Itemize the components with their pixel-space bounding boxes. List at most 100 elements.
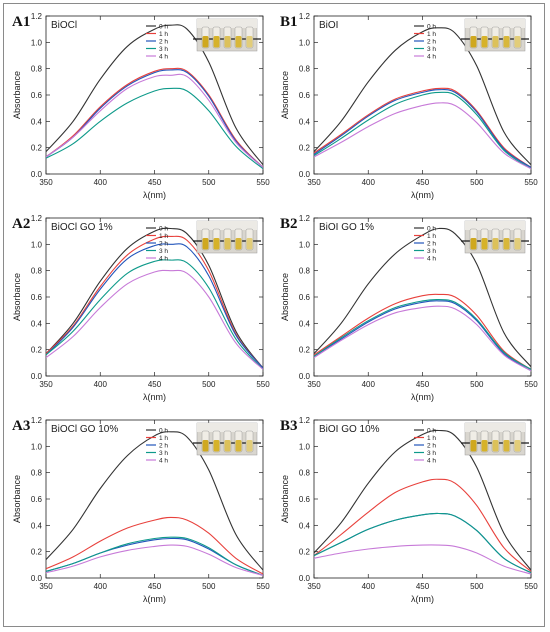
panel-label-b3: B3: [280, 418, 298, 434]
legend-label-b2-3-h: 3 h: [427, 248, 436, 255]
legend-label-a3-4-h: 4 h: [159, 457, 168, 464]
y-tick-label-a3-1: 0.2: [31, 548, 43, 557]
y-tick-label-b1-2: 0.4: [299, 117, 311, 126]
x-axis-title-a2: λ(nm): [143, 392, 166, 402]
legend-label-b2-4-h: 4 h: [427, 255, 436, 262]
panel-b1: 350 400 450 500 550 0.0 0.2 0.4 0.6 0.8 1.0 1.2 λ(nm…: [280, 12, 538, 200]
x-tick-label-b1-2: 450: [416, 178, 430, 187]
x-tick-label-b2-1: 400: [362, 380, 376, 389]
x-axis-title-b2: λ(nm): [411, 392, 434, 402]
panel-label-b2: B2: [280, 216, 298, 232]
y-tick-label-b3-0: 0.0: [299, 574, 311, 583]
y-tick-label-b3-4: 0.8: [299, 469, 311, 478]
series-line-b2-2-h: [314, 300, 531, 372]
y-tick-label-b3-6: 1.2: [299, 416, 311, 425]
x-tick-label-b2-2: 450: [416, 380, 430, 389]
vial-liquid-b3-2: [492, 440, 499, 452]
x-tick-label-b3-2: 450: [416, 582, 430, 591]
x-tick-label-a1-3: 500: [202, 178, 216, 187]
panel-a2: 350 400 450 500 550 0.0 0.2 0.4 0.6 0.8 1.0 1.2 λ(nm…: [12, 214, 270, 402]
y-tick-label-a1-0: 0.0: [31, 170, 43, 179]
series-line-a2-4-h: [46, 269, 263, 370]
photo-top-b1: [465, 19, 525, 28]
legend-label-a1-0-h: 0 h: [159, 23, 168, 30]
series-line-a2-2-h: [46, 243, 263, 369]
panel-a1: 350 400 450 500 550 0.0 0.2 0.4 0.6 0.8 1.0 1.2 λ(nm…: [12, 12, 270, 200]
vial-liquid-a2-2: [224, 238, 231, 250]
series-line-b2-1-h: [314, 293, 531, 370]
y-tick-label-a1-2: 0.4: [31, 117, 43, 126]
series-line-a1-4-h: [46, 73, 263, 168]
panel-title-b1: BiOI: [319, 20, 338, 31]
x-tick-label-b1-1: 400: [362, 178, 376, 187]
y-tick-label-b3-1: 0.2: [299, 548, 311, 557]
y-tick-label-a3-4: 0.8: [31, 469, 43, 478]
series-line-a1-0-h: [46, 24, 263, 166]
x-tick-label-a1-4: 550: [256, 178, 270, 187]
legend-label-a2-1-h: 1 h: [159, 233, 168, 240]
x-tick-label-a3-4: 550: [256, 582, 270, 591]
legend-label-b1-4-h: 4 h: [427, 53, 436, 60]
y-tick-label-b1-3: 0.6: [299, 91, 311, 100]
x-tick-label-b3-1: 400: [362, 582, 376, 591]
x-tick-label-b1-3: 500: [470, 178, 484, 187]
x-tick-label-b2-0: 350: [307, 380, 321, 389]
vial-liquid-b2-3: [503, 238, 510, 250]
x-tick-label-a1-0: 350: [39, 178, 53, 187]
panel-title-a2: BiOCl GO 1%: [51, 222, 113, 233]
vial-liquid-b1-3: [503, 36, 510, 48]
panel-label-a3: A3: [12, 418, 30, 434]
vial-liquid-a1-3: [235, 36, 242, 48]
series-line-a3-1-h: [46, 516, 263, 575]
y-tick-label-b1-5: 1.0: [299, 38, 311, 47]
y-tick-label-a1-3: 0.6: [31, 91, 43, 100]
y-tick-label-b2-6: 1.2: [299, 214, 311, 223]
series-line-a2-1-h: [46, 235, 263, 369]
y-axis-title-b1: Absorbance: [280, 71, 290, 119]
legend-label-b3-0-h: 0 h: [427, 427, 436, 434]
vial-liquid-b2-0: [470, 238, 477, 250]
series-line-b1-4-h: [314, 102, 531, 170]
legend-label-a1-3-h: 3 h: [159, 46, 168, 53]
legend-label-a2-3-h: 3 h: [159, 248, 168, 255]
vials-photo-a3: [193, 422, 261, 456]
vial-liquid-a2-3: [235, 238, 242, 250]
vial-liquid-a1-4: [246, 36, 253, 48]
series-line-b3-0-h: [314, 429, 531, 571]
x-axis-title-b3: λ(nm): [411, 594, 434, 604]
y-tick-label-a1-1: 0.2: [31, 144, 43, 153]
x-axis-title-a3: λ(nm): [143, 594, 166, 604]
series-line-b2-4-h: [314, 305, 531, 372]
legend-label-b3-4-h: 4 h: [427, 457, 436, 464]
legend-label-a2-2-h: 2 h: [159, 240, 168, 247]
vial-liquid-b3-4: [514, 440, 521, 452]
legend-label-a2-4-h: 4 h: [159, 255, 168, 262]
panel-title-a3: BiOCl GO 10%: [51, 424, 118, 435]
vial-liquid-a3-0: [202, 440, 209, 452]
panel-label-a2: A2: [12, 216, 30, 232]
y-tick-label-b2-2: 0.4: [299, 319, 311, 328]
y-tick-label-b3-3: 0.6: [299, 495, 311, 504]
legend-label-a1-1-h: 1 h: [159, 31, 168, 38]
legend-label-a3-1-h: 1 h: [159, 435, 168, 442]
y-tick-label-b1-1: 0.2: [299, 144, 311, 153]
series-line-a1-3-h: [46, 87, 263, 170]
vial-liquid-b1-4: [514, 36, 521, 48]
y-axis-title-a1: Absorbance: [12, 71, 22, 119]
y-tick-label-b2-1: 0.2: [299, 346, 311, 355]
y-tick-label-a1-5: 1.0: [31, 38, 43, 47]
figure-frame: [3, 3, 545, 627]
vial-liquid-a2-1: [213, 238, 220, 250]
vial-liquid-b1-2: [492, 36, 499, 48]
y-tick-label-a3-3: 0.6: [31, 495, 43, 504]
legend-label-a1-2-h: 2 h: [159, 38, 168, 45]
x-axis-title-a1: λ(nm): [143, 190, 166, 200]
vial-liquid-b2-2: [492, 238, 499, 250]
series-line-b1-0-h: [314, 27, 531, 166]
legend-label-b3-2-h: 2 h: [427, 442, 436, 449]
x-tick-label-a3-0: 350: [39, 582, 53, 591]
y-tick-label-a2-4: 0.8: [31, 267, 43, 276]
y-tick-label-a3-2: 0.4: [31, 521, 43, 530]
legend-label-b1-0-h: 0 h: [427, 23, 436, 30]
